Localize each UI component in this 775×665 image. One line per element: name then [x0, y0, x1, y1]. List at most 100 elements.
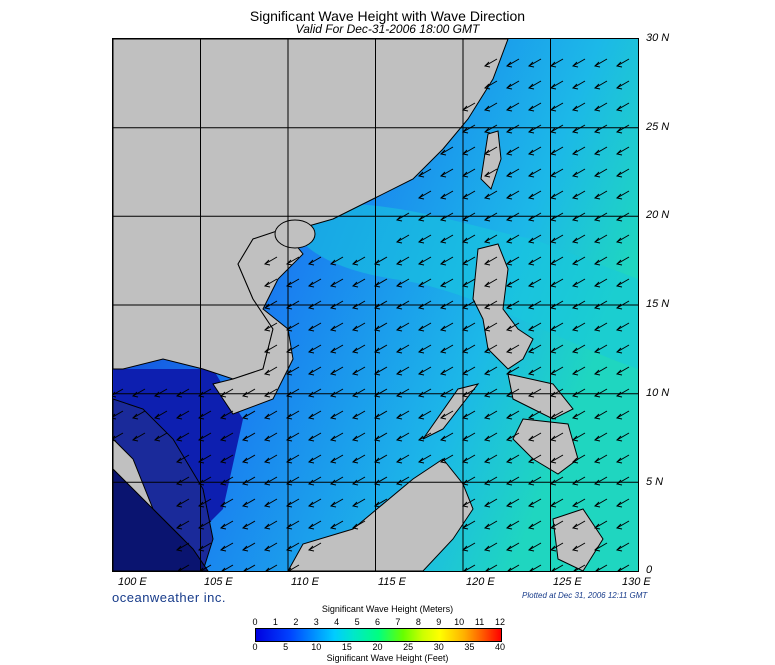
wave-arrow	[113, 410, 124, 418]
wave-arrow-head	[549, 369, 557, 376]
wave-arrow-head	[505, 303, 513, 310]
feet-tick: 0	[252, 642, 258, 652]
wave-arrow-head	[307, 303, 315, 310]
wave-arrow-head	[549, 435, 557, 442]
wave-arrow	[440, 278, 454, 287]
wave-arrow-head	[485, 567, 490, 571]
wave-arrow-head	[571, 193, 579, 200]
wave-arrow	[330, 454, 344, 463]
wave-arrow	[572, 322, 586, 331]
wave-arrow-head	[527, 281, 535, 288]
wave-arrow	[198, 388, 212, 397]
wave-arrow-head	[461, 127, 469, 134]
wave-arrow-head	[439, 413, 447, 420]
wave-arrow	[264, 344, 278, 353]
wave-arrow-head	[285, 523, 293, 530]
wave-arrow	[594, 146, 608, 155]
wave-arrow	[484, 476, 498, 485]
meters-tick: 7	[395, 617, 401, 627]
wave-arrow	[550, 278, 564, 287]
wave-arrow	[594, 300, 608, 309]
wave-arrow	[330, 256, 344, 265]
wave-arrow-head	[241, 523, 249, 530]
wave-arrow-head	[241, 435, 249, 442]
wave-arrow-head	[197, 545, 205, 552]
wave-arrow-head	[113, 435, 117, 442]
wave-arrow-head	[307, 457, 315, 464]
wave-arrow	[286, 344, 300, 353]
wave-arrow	[264, 476, 278, 485]
wave-arrow-head	[505, 369, 513, 376]
wave-arrow-head	[219, 501, 227, 508]
wave-arrow-head	[307, 545, 315, 552]
wave-arrow	[374, 410, 388, 419]
wave-arrow	[264, 366, 278, 375]
wave-arrow	[242, 520, 256, 529]
wave-arrow-head	[113, 391, 117, 398]
wave-arrow-head	[505, 479, 513, 486]
wave-arrow	[528, 168, 542, 177]
wave-arrow-head	[549, 325, 557, 332]
wave-arrow	[176, 454, 190, 463]
wave-arrow-head	[593, 523, 601, 530]
wave-arrow	[418, 190, 432, 199]
wave-arrow-head	[307, 479, 315, 486]
wave-arrow	[528, 58, 542, 67]
wave-arrow	[594, 278, 608, 287]
wave-arrow	[264, 454, 278, 463]
wave-arrow-head	[593, 193, 601, 200]
lat-label-25n: 25 N	[646, 121, 670, 133]
wave-arrow	[506, 256, 520, 265]
wave-arrow	[594, 542, 608, 551]
wave-arrow-head	[461, 303, 469, 310]
wave-arrow	[352, 410, 366, 419]
wave-arrow	[396, 454, 410, 463]
wave-arrow	[440, 300, 454, 309]
wave-arrow	[220, 476, 234, 485]
wave-arrow	[113, 388, 124, 396]
wave-arrow	[198, 432, 212, 441]
wave-arrow	[374, 498, 388, 507]
wave-arrow	[374, 300, 388, 309]
wave-arrow-head	[219, 391, 227, 398]
wave-arrow	[330, 498, 344, 507]
wave-arrow	[550, 146, 564, 155]
meters-tick: 0	[252, 617, 258, 627]
wave-arrow	[308, 388, 322, 397]
graticule	[113, 39, 638, 571]
wave-arrow	[440, 432, 454, 441]
wave-arrow	[484, 278, 498, 287]
wave-arrow-head	[197, 501, 205, 508]
wave-arrow-head	[199, 567, 204, 571]
luzon-island	[472, 243, 534, 370]
wave-arrow-head	[483, 391, 491, 398]
wave-arrow	[573, 564, 586, 571]
lon-label-100e: 100 E	[118, 576, 147, 588]
wave-arrow	[286, 388, 300, 397]
wave-arrow	[221, 564, 234, 571]
wave-arrow	[484, 344, 498, 353]
wave-arrow-head	[439, 457, 447, 464]
wave-arrow-head	[307, 413, 315, 420]
wave-arrow	[308, 410, 322, 419]
wave-arrow-head	[505, 149, 513, 156]
wave-arrow-head	[417, 457, 425, 464]
wave-arrow	[330, 344, 344, 353]
wave-arrow	[462, 300, 476, 309]
wave-arrow	[418, 212, 432, 221]
wave-arrow-head	[263, 457, 271, 464]
wave-arrow-head	[417, 369, 425, 376]
wave-arrow	[418, 300, 432, 309]
wave-arrow-head	[351, 457, 359, 464]
wave-arrow-head	[549, 303, 557, 310]
wave-arrow	[616, 300, 630, 309]
wave-arrow-head	[573, 567, 578, 571]
wave-arrow	[594, 322, 608, 331]
wave-arrow-head	[483, 193, 491, 200]
wave-arrow-head	[505, 215, 513, 222]
wave-arrow	[220, 388, 234, 397]
high-wave-band	[283, 203, 638, 369]
wave-arrow	[550, 498, 564, 507]
wave-arrow	[572, 410, 586, 419]
wave-arrow-head	[527, 149, 535, 156]
